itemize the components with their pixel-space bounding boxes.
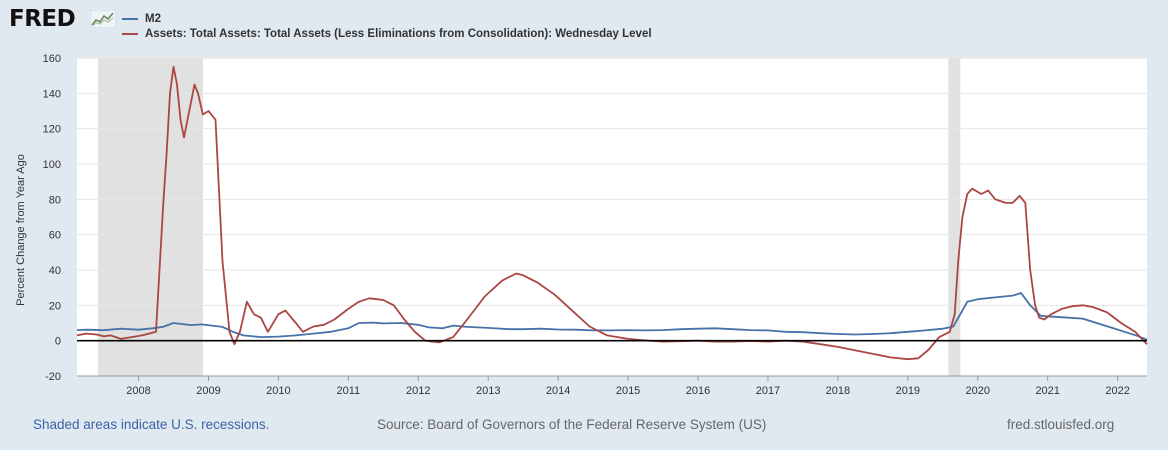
y-tick-label: 160 (43, 53, 61, 65)
y-axis-title: Percent Change from Year Ago (15, 154, 27, 306)
x-tick-label: 2008 (126, 385, 150, 397)
legend-label: Assets: Total Assets: Total Assets (Less… (145, 28, 652, 40)
recession-note-link[interactable]: Shaded areas indicate U.S. recessions. (33, 417, 270, 432)
x-tick-label: 2020 (966, 385, 990, 397)
y-tick-label: 0 (55, 336, 61, 348)
chart-header: FRED M2 Assets: Total Assets: Total Asse… (0, 0, 1168, 50)
x-tick-label: 2009 (196, 385, 220, 397)
x-tick-label: 2014 (546, 385, 570, 397)
y-tick-label: 20 (49, 300, 61, 312)
x-tick-label: 2016 (686, 385, 710, 397)
graph-line-icon (90, 10, 116, 28)
source-note: Source: Board of Governors of the Federa… (377, 417, 767, 432)
legend-label: M2 (145, 13, 161, 25)
x-tick-label: 2011 (337, 385, 361, 397)
series-line-m2 (76, 292, 1148, 341)
legend-swatch (122, 18, 138, 20)
x-tick-label: 2021 (1035, 385, 1059, 397)
x-tick-label: 2015 (616, 385, 640, 397)
y-tick-label: 60 (49, 230, 61, 242)
x-tick-label: 2019 (896, 385, 920, 397)
x-tick-label: 2018 (826, 385, 850, 397)
y-tick-label: 140 (43, 88, 61, 100)
recession-band (97, 58, 203, 376)
site-link[interactable]: fred.stlouisfed.org (1007, 417, 1115, 432)
x-tick-label: 2022 (1105, 385, 1129, 397)
series-line-total-assets (76, 65, 1148, 361)
y-tick-label: 120 (43, 124, 61, 136)
x-tick-label: 2017 (756, 385, 780, 397)
y-tick-label: 80 (49, 194, 61, 206)
recession-band (948, 58, 961, 376)
legend-item-m2[interactable]: M2 (122, 12, 161, 26)
fred-logo[interactable]: FRED (9, 6, 76, 32)
y-tick-label: -20 (45, 371, 61, 383)
x-tick-label: 2010 (266, 385, 290, 397)
chart-footer: Shaded areas indicate U.S. recessions. S… (0, 414, 1168, 438)
y-tick-label: 100 (43, 159, 61, 171)
x-tick-label: 2013 (476, 385, 500, 397)
chart-area: -20 0 20 40 60 80 100 120 140 160 2008 2009 2010 2011… (15, 53, 1148, 397)
plot-background (77, 58, 1147, 376)
legend-item-total-assets[interactable]: Assets: Total Assets: Total Assets (Less… (122, 27, 652, 41)
x-tick-label: 2012 (406, 385, 430, 397)
legend-swatch (122, 33, 138, 35)
y-tick-label: 40 (49, 265, 61, 277)
